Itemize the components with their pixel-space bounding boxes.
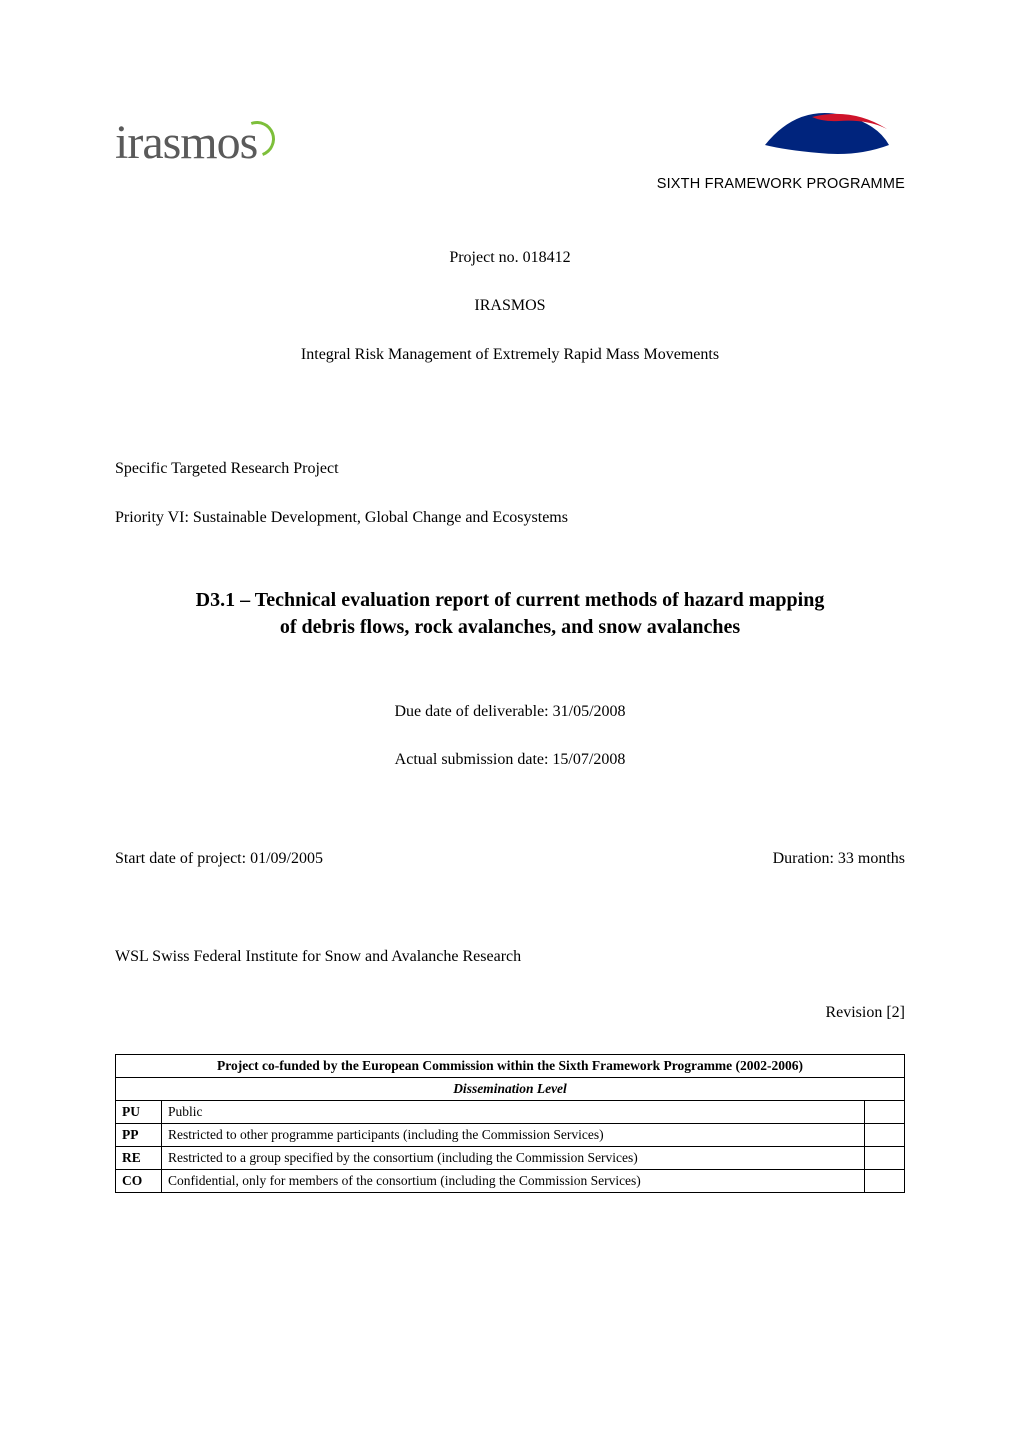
table-header1: Project co-funded by the European Commis… — [116, 1055, 905, 1078]
table-header-row: Project co-funded by the European Commis… — [116, 1055, 905, 1078]
classification-block: Specific Targeted Research Project Prior… — [115, 458, 905, 529]
header-block: Project no. 018412 IRASMOS Integral Risk… — [115, 247, 905, 366]
project-dates-row: Start date of project: 01/09/2005 Durati… — [115, 850, 905, 868]
dissemination-table: Project co-funded by the European Commis… — [115, 1054, 905, 1193]
due-date: Due date of deliverable: 31/05/2008 — [115, 701, 905, 723]
table-cell-mark — [865, 1170, 905, 1193]
table-cell-code: PU — [116, 1101, 162, 1124]
logo-row: irasmos SIXTH FRAMEWORK PROGRAMME — [115, 95, 905, 192]
revision: Revision [2] — [115, 1004, 905, 1022]
irasmos-logo-text: irasmos — [115, 115, 257, 170]
irasmos-logo: irasmos — [115, 95, 345, 190]
duration: Duration: 33 months — [773, 850, 905, 868]
organisation: WSL Swiss Federal Institute for Snow and… — [115, 946, 905, 968]
deliverable-title-line2: of debris flows, rock avalanches, and sn… — [115, 614, 905, 641]
table-cell-code: RE — [116, 1147, 162, 1170]
project-acronym: IRASMOS — [115, 295, 905, 317]
table-cell-code: CO — [116, 1170, 162, 1193]
project-number: Project no. 018412 — [115, 247, 905, 269]
table-cell-mark — [865, 1124, 905, 1147]
start-date: Start date of project: 01/09/2005 — [115, 850, 323, 868]
table-cell-mark — [865, 1147, 905, 1170]
table-row: PP Restricted to other programme partici… — [116, 1124, 905, 1147]
fp6-logo-block: SIXTH FRAMEWORK PROGRAMME — [605, 95, 905, 192]
table-cell-desc: Restricted to a group specified by the c… — [162, 1147, 865, 1170]
table-header2: Dissemination Level — [116, 1078, 905, 1101]
table-cell-mark — [865, 1101, 905, 1124]
project-type: Specific Targeted Research Project — [115, 458, 905, 480]
table-cell-desc: Confidential, only for members of the co… — [162, 1170, 865, 1193]
table-cell-desc: Public — [162, 1101, 865, 1124]
table-row: CO Confidential, only for members of the… — [116, 1170, 905, 1193]
deliverable-title-block: D3.1 – Technical evaluation report of cu… — [115, 587, 905, 641]
table-row: PU Public — [116, 1101, 905, 1124]
fp6-badge-icon — [757, 95, 897, 170]
submission-date: Actual submission date: 15/07/2008 — [115, 749, 905, 771]
fp6-caption: SIXTH FRAMEWORK PROGRAMME — [605, 176, 905, 192]
dates-block: Due date of deliverable: 31/05/2008 Actu… — [115, 701, 905, 772]
table-cell-desc: Restricted to other programme participan… — [162, 1124, 865, 1147]
project-priority: Priority VI: Sustainable Development, Gl… — [115, 507, 905, 529]
table-cell-code: PP — [116, 1124, 162, 1147]
project-full-title: Integral Risk Management of Extremely Ra… — [115, 344, 905, 366]
table-row: RE Restricted to a group specified by th… — [116, 1147, 905, 1170]
table-subheader-row: Dissemination Level — [116, 1078, 905, 1101]
page: irasmos SIXTH FRAMEWORK PROGRAMME Projec… — [0, 0, 1020, 1443]
deliverable-title-line1: D3.1 – Technical evaluation report of cu… — [115, 587, 905, 614]
